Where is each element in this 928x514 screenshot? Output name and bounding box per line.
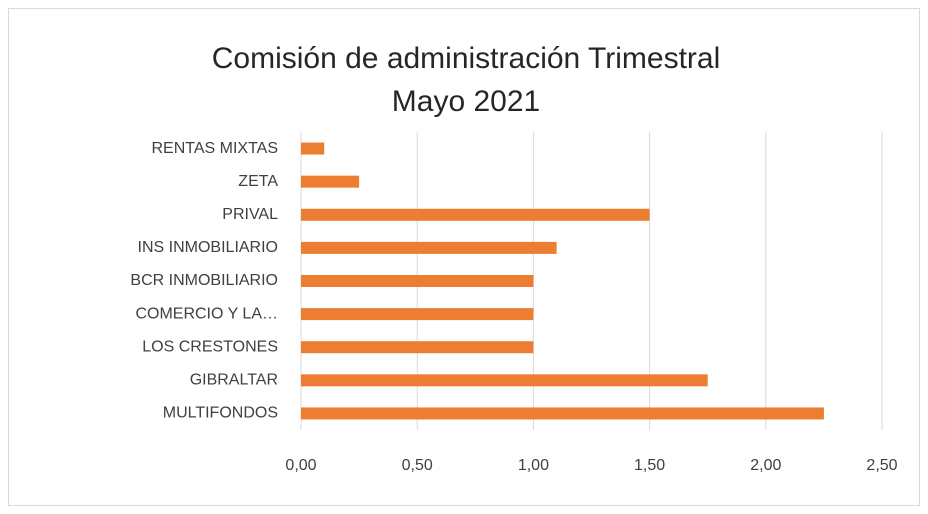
y-tick-label: MULTIFONDOS: [163, 405, 278, 422]
bar: [301, 341, 534, 354]
x-tick-label: 2,00: [750, 457, 781, 474]
y-tick-label: ZETA: [238, 173, 278, 190]
bar: [301, 374, 708, 387]
bar: [301, 142, 325, 155]
y-tick-label: COMERCIO Y LA…: [135, 305, 278, 322]
bar: [301, 208, 650, 221]
y-tick-label: GIBRALTAR: [190, 372, 278, 389]
x-tick-label: 1,50: [634, 457, 665, 474]
y-tick-label: PRIVAL: [222, 206, 278, 223]
bar: [301, 407, 824, 420]
chart-subtitle: Mayo 2021: [392, 85, 540, 118]
x-tick-label: 2,50: [866, 457, 897, 474]
bar: [301, 275, 534, 287]
chart-border: [8, 8, 920, 506]
y-tick-label: BCR INMOBILIARIO: [130, 272, 278, 289]
bar: [301, 241, 557, 254]
x-tick-label: 0,50: [402, 457, 433, 474]
bar: [301, 175, 360, 188]
bar: [301, 308, 534, 321]
y-tick-label: LOS CRESTONES: [142, 338, 278, 355]
x-tick-label: 1,00: [518, 457, 549, 474]
y-tick-label: RENTAS MIXTAS: [151, 140, 278, 157]
y-tick-label: INS INMOBILIARIO: [138, 239, 278, 256]
x-tick-label: 0,00: [285, 457, 316, 474]
chart-title: Comisión de administración Trimestral: [212, 42, 721, 75]
